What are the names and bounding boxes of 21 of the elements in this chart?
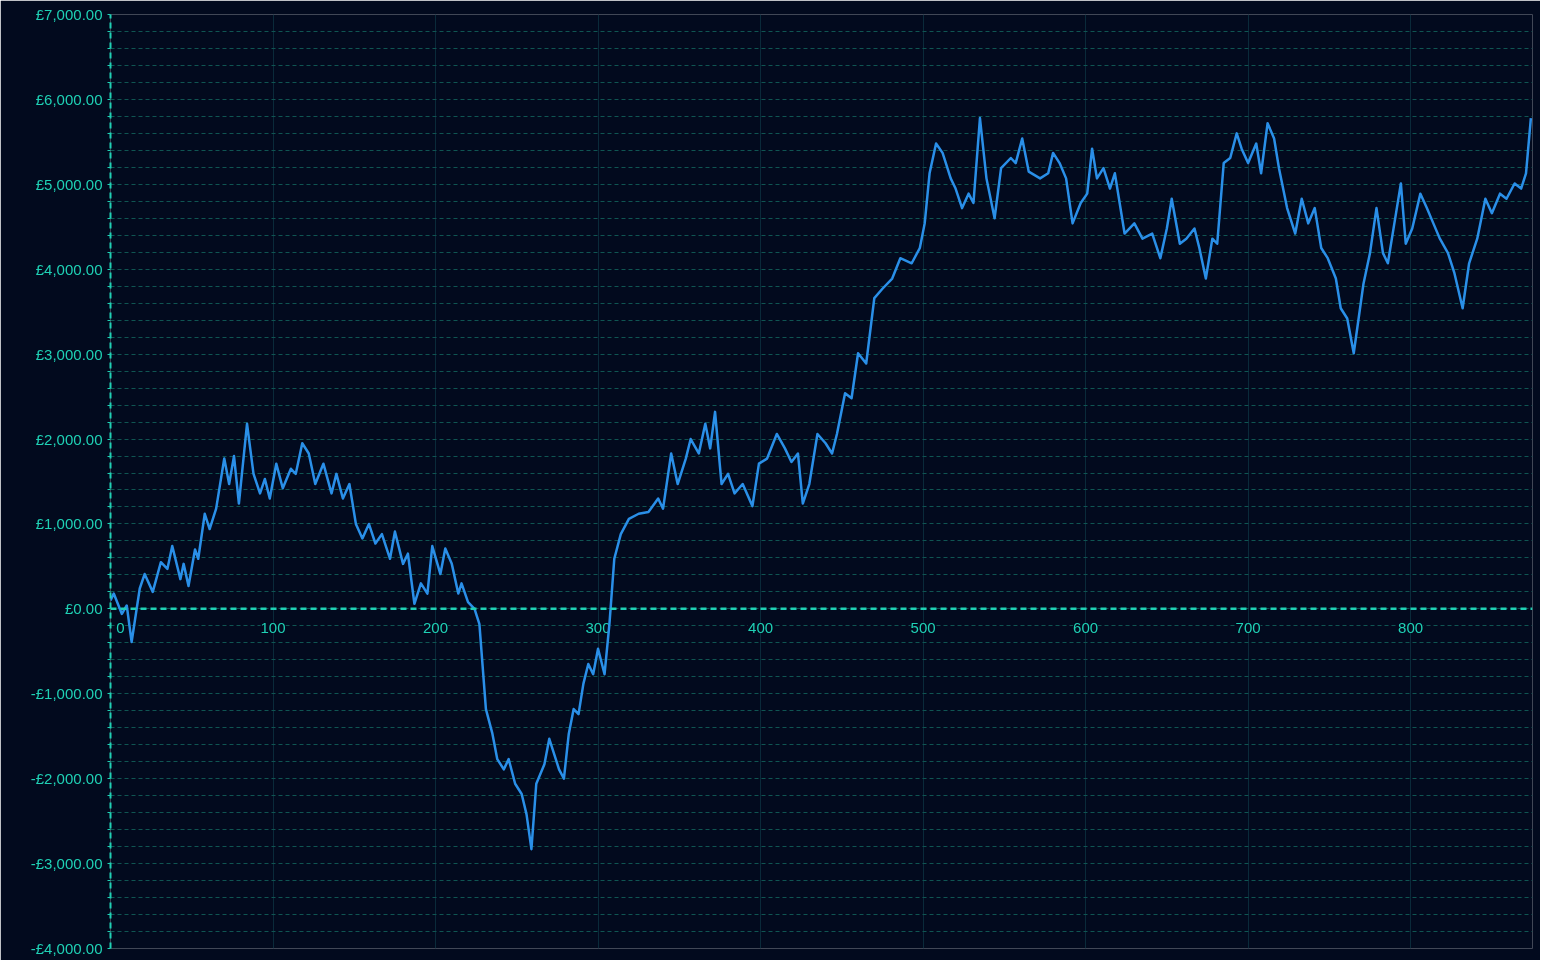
y-tick-label: £4,000.00	[35, 260, 103, 278]
y-tick-label: -£4,000.00	[30, 940, 103, 957]
y-tick-label: £0.00	[64, 600, 103, 618]
x-tick-label: 800	[1398, 618, 1424, 636]
y-tick-label: £1,000.00	[35, 515, 103, 533]
x-tick-label: 400	[748, 618, 774, 636]
x-tick-label: 0	[116, 618, 125, 636]
y-tick-label: -£1,000.00	[30, 685, 103, 703]
x-tick-label: 200	[423, 618, 449, 636]
x-tick-label: 700	[1235, 618, 1261, 636]
x-tick-label: 500	[910, 618, 936, 636]
y-tick-label: £7,000.00	[35, 6, 103, 23]
y-tick-label: £6,000.00	[35, 90, 103, 108]
x-tick-label: 600	[1073, 618, 1099, 636]
y-tick-label: -£3,000.00	[30, 855, 103, 873]
x-tick-label: 100	[260, 618, 286, 636]
y-tick-label: £5,000.00	[35, 175, 103, 193]
y-tick-label: -£2,000.00	[30, 770, 103, 788]
line-series	[110, 116, 1533, 851]
y-tick-label: £3,000.00	[35, 345, 103, 363]
y-tick-label: £2,000.00	[35, 430, 103, 448]
